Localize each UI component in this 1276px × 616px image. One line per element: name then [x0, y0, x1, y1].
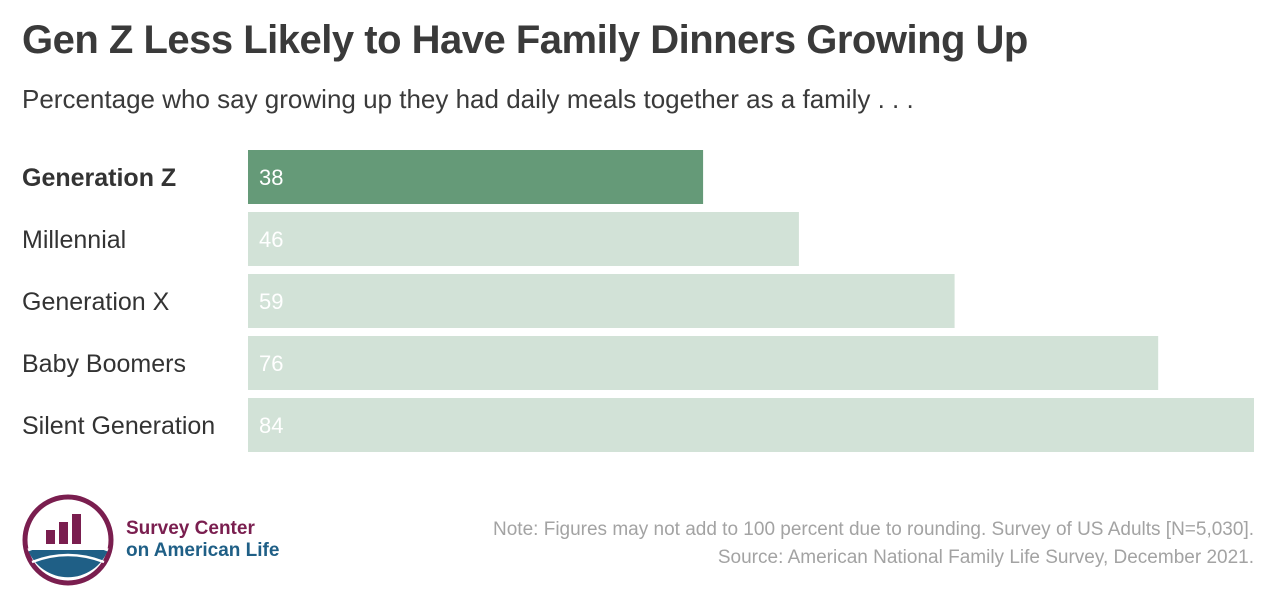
survey-center-logo-icon	[22, 494, 114, 586]
bar-silent-generation	[248, 398, 1254, 452]
value-label-millennial: 46	[259, 227, 283, 252]
category-label-baby-boomers: Baby Boomers	[22, 350, 186, 378]
bar-chart: Generation Z 38 Millennial 46 Generation X 59…	[22, 150, 1254, 452]
bar-baby-boomers	[248, 336, 1159, 390]
bar-generation-z	[248, 150, 704, 204]
logo-line-1: Survey Center	[126, 518, 255, 539]
category-label-generation-z: Generation Z	[22, 164, 176, 192]
logo-line-2: on American Life	[126, 540, 280, 561]
category-label-millennial: Millennial	[22, 226, 126, 254]
category-label-silent-generation: Silent Generation	[22, 412, 215, 440]
bar-millennial	[248, 212, 799, 266]
value-label-baby-boomers: 76	[259, 351, 283, 376]
note-text: Note: Figures may not add to 100 percent…	[493, 519, 1254, 540]
chart-subtitle: Percentage who say growing up they had d…	[22, 84, 914, 114]
bar-generation-x	[248, 274, 955, 328]
value-label-silent-generation: 84	[259, 413, 283, 438]
value-label-generation-x: 59	[259, 289, 283, 314]
logo-wordmark: Survey Center on American Life	[126, 518, 279, 562]
value-label-generation-z: 38	[259, 165, 283, 190]
category-label-generation-x: Generation X	[22, 288, 170, 316]
source-text: Source: American National Family Life Su…	[717, 547, 1254, 568]
footer-notes: Note: Figures may not add to 100 percent…	[493, 516, 1254, 572]
chart-title: Gen Z Less Likely to Have Family Dinners…	[22, 18, 1028, 62]
